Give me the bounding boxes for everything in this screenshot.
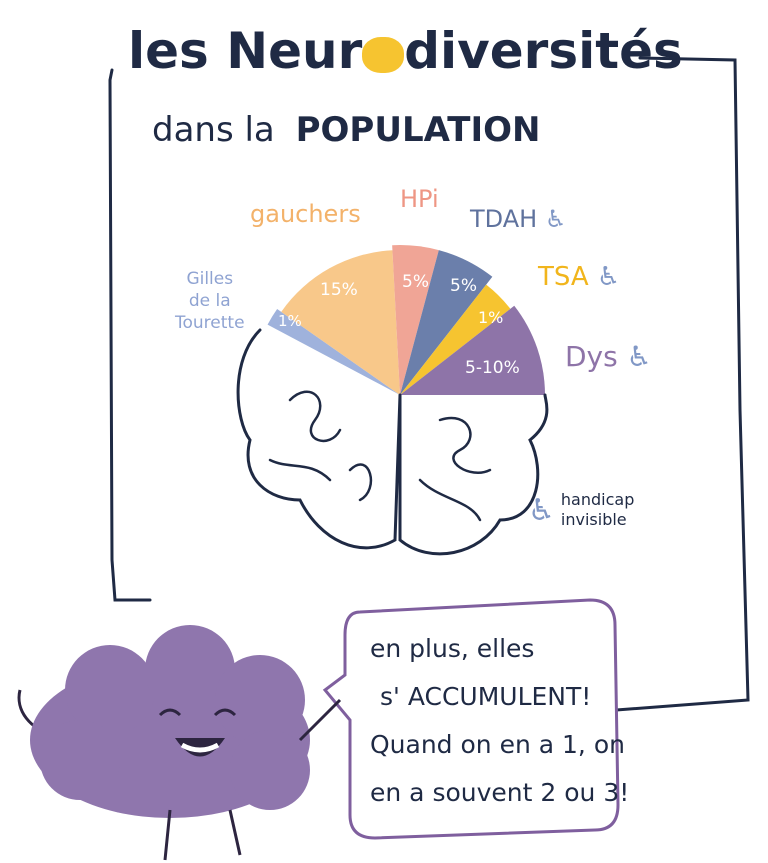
bubble-text: en plus, elles s' ACCUMULENT! Quand on e… (370, 625, 629, 817)
label-text: Dys (565, 340, 618, 373)
label-tourette: Gilles de la Tourette (175, 268, 245, 334)
label-hpi: HPi (400, 185, 439, 213)
speech-bubble (322, 598, 620, 840)
bubble-line: s' ACCUMULENT! (380, 682, 592, 711)
title-part1: les Neur (128, 22, 363, 80)
value-tdah: 5% (450, 276, 477, 296)
pie-slice-gauchers (281, 250, 400, 395)
wheelchair-icon: ♿ (596, 262, 621, 292)
subtitle: dans la POPULATION (152, 110, 540, 150)
brain-icon (362, 36, 405, 73)
pie-slice-tourette (267, 308, 400, 395)
value-dys: 5-10% (465, 358, 520, 378)
legend-line1: handicap (560, 490, 635, 509)
pie-slice-tdah (400, 250, 493, 395)
label-line: Tourette (175, 313, 245, 333)
title: les Neur diversités (128, 22, 683, 80)
bubble-line: Quand on en a 1, on (370, 730, 625, 759)
label-gauchers: gauchers (250, 200, 361, 228)
label-tdah: TDAH ♿ (470, 205, 566, 233)
wheelchair-icon: ♿ (626, 340, 652, 373)
label-line: de la (188, 291, 231, 311)
value-tsa: 1% (478, 308, 504, 327)
pie-slice-dys (400, 305, 545, 395)
label-line: Gilles (186, 269, 234, 289)
subtitle-a: dans la (152, 110, 275, 150)
wheelchair-icon: ♿ (528, 492, 555, 528)
legend-line2: invisible (560, 510, 627, 529)
label-text: TSA (538, 262, 589, 292)
bubble-line: en a souvent 2 ou 3! (370, 778, 630, 807)
pie-slice-hpi (392, 244, 439, 395)
label-text: TDAH (470, 205, 538, 233)
pie-chart (267, 244, 545, 395)
label-tsa: TSA ♿ (538, 262, 620, 292)
pie-slice-tsa (400, 284, 511, 395)
mascot-brain (17, 625, 342, 861)
subtitle-b: POPULATION (295, 110, 541, 150)
brain-outline (236, 328, 549, 556)
legend: ♿ handicap invisible (528, 490, 634, 530)
value-gauchers: 15% (320, 280, 358, 300)
label-dys: Dys ♿ (565, 340, 652, 373)
bubble-line: en plus, elles (370, 634, 535, 663)
wheelchair-icon: ♿ (544, 205, 567, 233)
title-part2: diversités (404, 22, 683, 80)
poster-frame (108, 56, 750, 714)
brain-folds (268, 390, 492, 522)
value-tourette: 1% (278, 312, 302, 330)
value-hpi: 5% (402, 272, 429, 292)
